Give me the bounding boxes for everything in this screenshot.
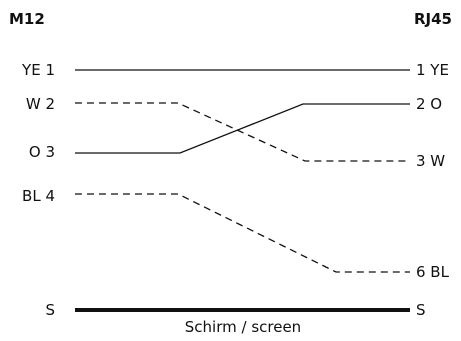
left-label-bl-4: BL 4 bbox=[22, 187, 55, 205]
rj45-header: RJ45 bbox=[413, 10, 452, 28]
left-label-s: S bbox=[45, 301, 55, 319]
wire-w bbox=[75, 102, 410, 162]
right-label-2-o: 2 O bbox=[416, 95, 443, 113]
left-label-ye-1: YE 1 bbox=[22, 61, 55, 79]
left-label-w-2: W 2 bbox=[25, 95, 55, 113]
right-label-6-bl: 6 BL bbox=[416, 263, 449, 281]
wire-bl bbox=[75, 193, 410, 273]
wire-o bbox=[75, 103, 410, 154]
m12-header: M12 bbox=[9, 10, 45, 28]
left-label-o-3: O 3 bbox=[28, 143, 55, 161]
right-label-3-w: 3 W bbox=[416, 152, 446, 170]
right-label-1-ye: 1 YE bbox=[416, 61, 449, 79]
shield-caption: Schirm / screen bbox=[184, 318, 302, 336]
right-label-s: S bbox=[416, 301, 426, 319]
